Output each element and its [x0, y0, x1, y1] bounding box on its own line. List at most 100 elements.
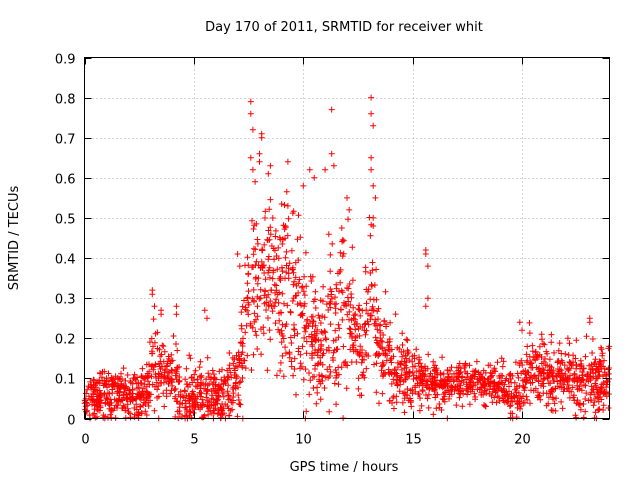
data-point	[467, 388, 474, 395]
data-point	[327, 268, 334, 275]
data-point	[250, 286, 257, 293]
data-point	[290, 372, 297, 379]
data-point	[97, 397, 104, 404]
data-point	[96, 377, 103, 384]
data-point	[301, 292, 308, 299]
data-point	[277, 359, 284, 366]
data-point	[370, 296, 377, 303]
data-point	[602, 390, 609, 397]
data-point	[341, 360, 347, 366]
data-point	[320, 283, 327, 290]
data-point	[457, 365, 464, 372]
data-point	[330, 337, 337, 344]
data-point	[148, 373, 155, 380]
data-point	[292, 259, 299, 266]
data-point	[291, 332, 298, 339]
data-point	[492, 382, 499, 389]
data-point	[189, 379, 196, 386]
data-point	[541, 341, 548, 348]
data-point	[161, 374, 167, 381]
y-tick-labels: 0 0.1 0.2 0.3 0.4 0.5 0.6 0.7 0.8 0.9	[55, 53, 76, 429]
data-point	[148, 363, 155, 370]
data-point	[386, 397, 393, 404]
data-point	[346, 206, 353, 213]
data-point	[588, 375, 594, 381]
data-point	[362, 350, 369, 356]
data-point	[291, 366, 298, 372]
data-point	[166, 378, 173, 385]
data-point	[481, 378, 488, 385]
data-point	[279, 264, 285, 271]
data-point	[244, 352, 251, 359]
data-point	[531, 354, 538, 361]
data-point	[265, 227, 272, 234]
data-point	[481, 402, 487, 408]
data-point	[372, 334, 379, 341]
data-point	[415, 374, 422, 381]
data-point	[566, 394, 573, 401]
data-point	[586, 362, 593, 369]
data-point	[151, 303, 158, 310]
plot-frame	[84, 57, 610, 419]
data-point	[184, 408, 190, 415]
data-point	[521, 399, 528, 406]
data-point	[244, 254, 251, 261]
data-point	[365, 286, 372, 293]
data-point	[242, 329, 249, 336]
data-point	[191, 406, 198, 413]
data-point	[456, 360, 463, 367]
data-point	[297, 351, 304, 358]
data-point	[158, 311, 165, 318]
data-point	[235, 392, 242, 399]
data-point	[370, 307, 377, 314]
data-point	[580, 401, 587, 407]
data-point	[372, 316, 379, 323]
data-point	[588, 383, 595, 390]
data-point	[514, 401, 521, 408]
data-point	[494, 359, 501, 366]
data-point	[514, 370, 521, 377]
data-point	[245, 288, 252, 295]
data-point	[399, 342, 406, 348]
data-point	[281, 202, 288, 208]
data-point	[453, 402, 460, 409]
data-point	[558, 357, 565, 364]
data-point	[498, 387, 505, 393]
data-point	[188, 414, 195, 421]
data-point	[293, 282, 300, 289]
data-point	[175, 379, 182, 385]
data-point	[349, 244, 356, 251]
data-point	[105, 381, 112, 388]
data-point	[306, 370, 312, 376]
data-point	[121, 389, 128, 396]
data-point	[241, 357, 248, 364]
data-point	[273, 253, 280, 259]
data-point	[119, 376, 126, 383]
data-point	[398, 358, 405, 365]
data-point	[154, 345, 161, 352]
y-axis-label: SRMTID / TECUs	[7, 186, 22, 291]
data-point	[418, 402, 425, 409]
data-point	[244, 307, 250, 314]
data-point	[280, 335, 287, 342]
data-point	[362, 264, 369, 271]
data-point	[402, 376, 409, 383]
data-point	[322, 335, 329, 342]
data-point	[312, 322, 319, 329]
data-point	[506, 383, 512, 390]
data-point	[148, 335, 155, 342]
data-point	[255, 262, 262, 269]
data-point	[326, 373, 333, 379]
data-point	[318, 343, 325, 350]
data-point	[138, 410, 145, 417]
data-point	[359, 371, 366, 378]
data-point	[416, 356, 423, 363]
data-point	[120, 402, 127, 409]
data-point	[409, 386, 416, 393]
data-point	[347, 346, 354, 353]
data-point	[267, 196, 274, 203]
data-point	[505, 393, 512, 400]
data-point	[336, 325, 343, 332]
data-point	[577, 406, 584, 413]
